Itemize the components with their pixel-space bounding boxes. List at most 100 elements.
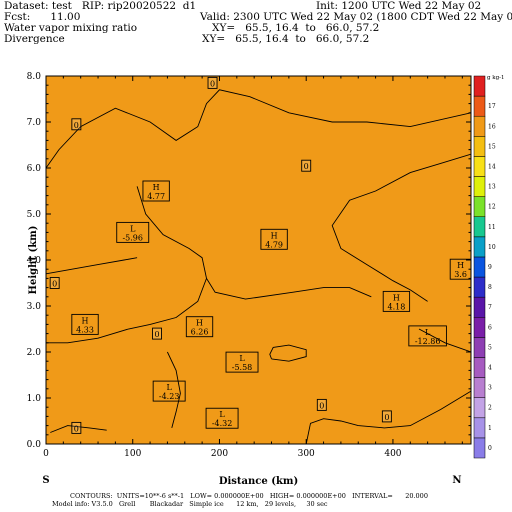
contour-zero-label: 0 — [52, 280, 57, 289]
extremum-value: -4.23 — [159, 392, 180, 401]
extremum-kind: H — [153, 183, 160, 192]
colorbar-tick-label: 14 — [488, 163, 496, 170]
colorbar-tick-label: 4 — [488, 365, 492, 372]
contour-zero-label: 0 — [384, 413, 389, 422]
colorbar-swatch — [473, 75, 486, 97]
contour-zero-box — [207, 76, 218, 89]
colorbar-swatch — [473, 136, 486, 157]
colorbar-tick-label: 11 — [488, 224, 496, 231]
x-tick-label: 200 — [211, 449, 228, 459]
y-tick-label: 7.0 — [27, 118, 42, 128]
x-endpoint-start: S — [42, 475, 49, 486]
field2-name: Divergence — [4, 33, 65, 45]
mixing-ratio-band — [46, 76, 471, 444]
divergence-contour — [166, 351, 181, 429]
colorbar-tick-label: 2 — [488, 405, 492, 412]
fcst-line: Fcst: 11.00 — [4, 11, 81, 23]
extremum-box — [408, 325, 447, 347]
divergence-contour — [206, 278, 372, 300]
y-tick-label: 2.0 — [27, 348, 42, 358]
colorbar-tick-label: 13 — [488, 184, 496, 191]
extremum-kind: H — [393, 293, 400, 302]
extremum-value: -5.58 — [232, 363, 253, 372]
colorbar-swatch — [473, 95, 486, 117]
colorbar-tick-label: 7 — [488, 304, 492, 311]
extremum-value: 4.33 — [76, 325, 94, 334]
contour-zero-label: 0 — [319, 401, 324, 410]
divergence-contour — [46, 89, 471, 169]
extremum-kind: H — [82, 316, 89, 325]
extremum-box — [260, 228, 288, 250]
colorbar-tick-label: 5 — [488, 344, 492, 351]
field2-xy: XY= 65.5, 16.4 to 66.0, 57.2 — [202, 33, 370, 45]
contour-zero-box — [381, 410, 392, 423]
extremum-box — [185, 316, 214, 338]
colorbar-swatch — [473, 216, 486, 238]
colorbar-tick-label: 9 — [488, 264, 492, 271]
footer-contours: CONTOURS: UNITS=10**-6 s**-1 LOW= 0.0000… — [70, 492, 428, 500]
colorbar-swatch — [473, 337, 486, 358]
contour-zero-box — [316, 398, 327, 411]
extremum-box — [152, 380, 186, 402]
divergence-contour — [331, 153, 471, 302]
x-tick-label: 100 — [124, 449, 141, 459]
colorbar-swatch — [473, 296, 486, 318]
colorbar-tick-label: 10 — [488, 244, 496, 251]
colorbar-swatch — [473, 196, 486, 217]
colorbar-swatch — [473, 397, 486, 419]
extremum-value: 4.77 — [147, 192, 165, 201]
y-tick-label: 0.0 — [27, 440, 42, 450]
colorbar-tick-label: 16 — [488, 123, 496, 130]
colorbar-tick-label: 8 — [488, 284, 492, 291]
extremum-box — [205, 407, 239, 429]
field1-name: Water vapor mixing ratio — [4, 22, 138, 34]
contour-zero-label: 0 — [74, 121, 79, 130]
extremum-box — [382, 290, 411, 312]
divergence-contour — [418, 328, 471, 353]
extremum-kind: L — [239, 354, 245, 363]
y-tick-label: 5.0 — [27, 210, 42, 220]
extremum-box — [142, 180, 170, 202]
x-tick-label: 400 — [384, 449, 401, 459]
extremum-value: 4.18 — [388, 302, 406, 311]
x-axis-label: Distance (km) — [219, 476, 298, 487]
extremum-box — [116, 221, 150, 243]
colorbar-tick-label: 3 — [488, 385, 492, 392]
colorbar-swatch — [473, 317, 486, 338]
contour-zero-box — [49, 277, 60, 289]
extremum-value: 6.26 — [191, 328, 209, 337]
contour-zero-box — [71, 118, 82, 131]
colorbar-swatch — [473, 115, 486, 137]
colorbar-swatch — [473, 176, 486, 197]
extremum-kind: H — [457, 261, 464, 270]
contour-zero-label: 0 — [210, 79, 215, 88]
extremum-value: -4.32 — [212, 419, 233, 428]
extremum-kind: L — [425, 328, 431, 337]
x-endpoint-end: N — [452, 475, 461, 486]
colorbar-swatch — [473, 156, 486, 177]
colorbar-tick-label: 12 — [488, 204, 496, 211]
colorbar-swatch — [473, 377, 486, 398]
colorbar-swatch — [473, 417, 486, 439]
y-tick-label: 6.0 — [27, 164, 42, 174]
contour-zero-label: 0 — [154, 330, 159, 339]
colorbar-tick-label: 1 — [488, 425, 492, 432]
extremum-value: -12.86 — [415, 337, 441, 346]
y-tick-label: 8.0 — [27, 72, 42, 82]
divergence-contour — [46, 257, 138, 275]
extremum-kind: H — [271, 231, 278, 240]
divergence-contour — [269, 344, 307, 362]
extremum-value: 4.79 — [265, 240, 283, 249]
extremum-value: 3.6 — [454, 270, 467, 279]
extremum-kind: L — [130, 224, 136, 233]
extremum-kind: L — [219, 410, 225, 419]
colorbar-swatch — [473, 276, 486, 298]
x-tick-label: 0 — [43, 449, 49, 459]
y-tick-label: 3.0 — [27, 302, 42, 312]
extremum-kind: H — [196, 319, 203, 328]
init-line: Init: 1200 UTC Wed 22 May 02 — [316, 0, 482, 12]
extremum-box — [449, 258, 472, 280]
contour-zero-label: 0 — [74, 424, 79, 433]
colorbar-unit: g kg-1 — [487, 75, 504, 81]
